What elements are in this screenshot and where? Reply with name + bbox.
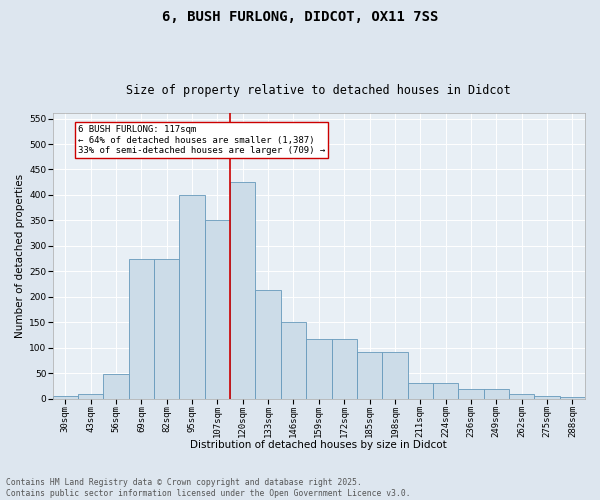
Bar	[458, 389, 484, 398]
Bar	[78, 394, 103, 398]
X-axis label: Distribution of detached houses by size in Didcot: Distribution of detached houses by size …	[190, 440, 447, 450]
Bar	[154, 258, 179, 398]
Bar	[306, 338, 332, 398]
Bar	[129, 258, 154, 398]
Bar	[484, 389, 509, 398]
Text: 6 BUSH FURLONG: 117sqm
← 64% of detached houses are smaller (1,387)
33% of semi-: 6 BUSH FURLONG: 117sqm ← 64% of detached…	[78, 125, 325, 155]
Bar	[256, 290, 281, 399]
Bar	[509, 394, 535, 398]
Bar	[205, 220, 230, 398]
Bar	[281, 322, 306, 398]
Bar	[179, 195, 205, 398]
Bar	[357, 352, 382, 399]
Bar	[407, 384, 433, 398]
Bar	[332, 338, 357, 398]
Text: 6, BUSH FURLONG, DIDCOT, OX11 7SS: 6, BUSH FURLONG, DIDCOT, OX11 7SS	[162, 10, 438, 24]
Bar	[103, 374, 129, 398]
Bar	[382, 352, 407, 399]
Bar	[433, 384, 458, 398]
Y-axis label: Number of detached properties: Number of detached properties	[15, 174, 25, 338]
Bar	[230, 182, 256, 398]
Title: Size of property relative to detached houses in Didcot: Size of property relative to detached ho…	[127, 84, 511, 97]
Bar	[535, 396, 560, 398]
Bar	[53, 396, 78, 398]
Bar	[560, 396, 585, 398]
Text: Contains HM Land Registry data © Crown copyright and database right 2025.
Contai: Contains HM Land Registry data © Crown c…	[6, 478, 410, 498]
